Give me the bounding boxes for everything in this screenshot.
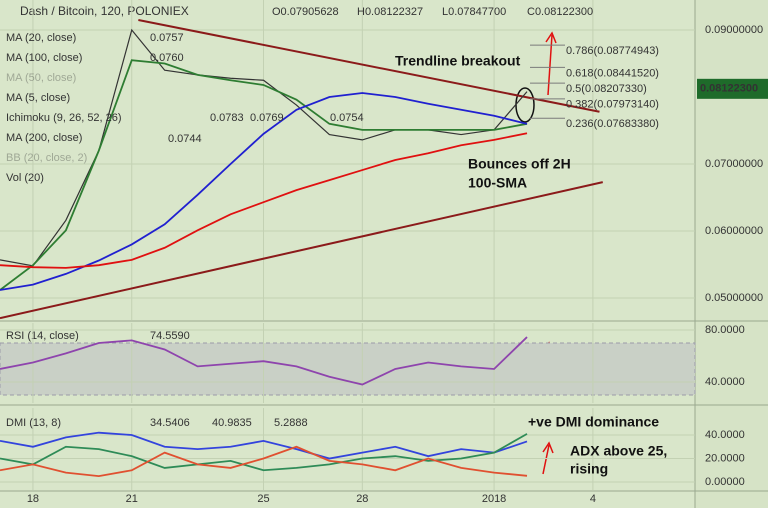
legend-label: MA (100, close) bbox=[6, 52, 82, 64]
ohlc-value: O0.07905628 bbox=[272, 6, 339, 18]
x-tick-label: 28 bbox=[356, 493, 368, 505]
series-line bbox=[0, 431, 528, 460]
legend-value: 5.2888 bbox=[274, 417, 308, 429]
series-line bbox=[0, 132, 528, 269]
y-tick-label: 0.06000000 bbox=[705, 225, 763, 237]
series-line bbox=[0, 28, 528, 267]
trendline bbox=[0, 181, 603, 320]
y-tick-label: 80.0000 bbox=[705, 324, 745, 336]
indicator-value: 0.0769 bbox=[250, 112, 284, 124]
ohlc-value: L0.07847700 bbox=[442, 6, 506, 18]
indicator-value: 0.0757 bbox=[150, 32, 184, 44]
series-line bbox=[0, 445, 528, 478]
legend-label: MA (5, close) bbox=[6, 92, 70, 104]
series-line bbox=[0, 92, 528, 291]
rsi-band bbox=[0, 342, 696, 396]
x-tick-label: 4 bbox=[590, 493, 596, 505]
legend-label: Vol (20) bbox=[6, 172, 44, 184]
annotation: Trendline breakout bbox=[395, 53, 521, 69]
legend-label: MA (20, close) bbox=[6, 32, 76, 44]
legend-value: 34.5406 bbox=[150, 417, 190, 429]
y-tick-label: 0.07000000 bbox=[705, 158, 763, 170]
annotation: ADX above 25, bbox=[570, 443, 667, 459]
legend-label: Ichimoku (9, 26, 52, 26) bbox=[6, 112, 122, 124]
indicator-value: 0.0783 bbox=[210, 112, 244, 124]
panel-title: DMI (13, 8) bbox=[6, 417, 61, 429]
x-tick-label: 25 bbox=[257, 493, 269, 505]
legend-value: 74.5590 bbox=[150, 330, 190, 342]
legend-label: BB (20, close, 2) bbox=[6, 152, 87, 164]
annotation: +ve DMI dominance bbox=[528, 414, 659, 430]
plot-background bbox=[0, 0, 695, 508]
series-line bbox=[0, 59, 528, 291]
ohlc-value: H0.08122327 bbox=[357, 6, 423, 18]
y-tick-label: 0.00000 bbox=[705, 476, 745, 488]
fib-label: 0.236(0.07683380) bbox=[566, 118, 659, 130]
panel-title: RSI (14, close) bbox=[6, 330, 79, 342]
chart-title: Dash / Bitcoin, 120, POLONIEX bbox=[20, 4, 189, 18]
arrow-head bbox=[542, 441, 554, 454]
annotation: Bounces off 2H bbox=[468, 156, 571, 172]
fib-label: 0.5(0.08207330) bbox=[566, 83, 647, 95]
indicator-value: 0.0754 bbox=[330, 112, 364, 124]
fib-label: 0.382(0.07973140) bbox=[566, 99, 659, 111]
x-tick-label: 2018 bbox=[482, 493, 506, 505]
fib-label: 0.786(0.08774943) bbox=[566, 45, 659, 57]
legend-label: MA (50, close) bbox=[6, 72, 76, 84]
y-tick-label: 0.05000000 bbox=[705, 292, 763, 304]
annotation: 100-SMA bbox=[468, 175, 527, 191]
y-tick-label: 20.0000 bbox=[705, 452, 745, 464]
legend-label: MA (200, close) bbox=[6, 132, 82, 144]
y-tick-label: 40.0000 bbox=[705, 376, 745, 388]
series-line bbox=[0, 336, 528, 386]
price-tag bbox=[697, 78, 768, 99]
arrow-head bbox=[545, 31, 557, 44]
legend-value: 40.9835 bbox=[212, 417, 252, 429]
price-tag-label: 0.08122300 bbox=[700, 83, 758, 95]
x-tick-label: 18 bbox=[27, 493, 39, 505]
y-tick-label: 0.09000000 bbox=[705, 24, 763, 36]
ohlc-value: C0.08122300 bbox=[527, 6, 593, 18]
annotation: rising bbox=[570, 461, 608, 477]
fib-label: 0.618(0.08441520) bbox=[566, 67, 659, 79]
y-tick-label: 40.0000 bbox=[705, 429, 745, 441]
indicator-value: 0.0744 bbox=[168, 133, 202, 145]
x-tick-label: 21 bbox=[126, 493, 138, 505]
series-line bbox=[0, 433, 528, 472]
indicator-value: 0.0760 bbox=[150, 52, 184, 64]
arrow bbox=[542, 444, 550, 475]
